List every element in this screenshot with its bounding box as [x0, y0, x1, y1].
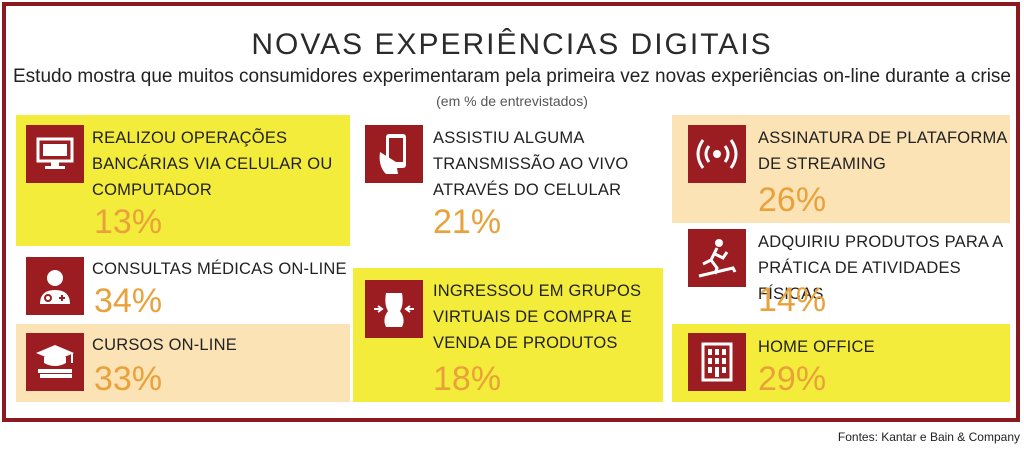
card-percent: 13%: [94, 203, 163, 241]
card-percent: 26%: [758, 181, 827, 219]
card-label: HOME OFFICE: [758, 338, 875, 356]
card-home-office: HOME OFFICE 29%: [672, 324, 1010, 402]
doctor-icon: [26, 257, 84, 315]
card-label: ADQUIRIU PRODUTOS PARA A PRÁTICA DE ATIV…: [758, 233, 1004, 303]
card-banking: REALIZOU OPERAÇÕES BANCÁRIAS VIA CELULAR…: [16, 115, 350, 246]
page-subtitle: Estudo mostra que muitos consumidores ex…: [13, 66, 1011, 87]
body-icon: [365, 280, 423, 338]
card-label: INGRESSOU EM GRUPOS VIRTUAIS DE COMPRA E…: [433, 282, 642, 352]
graduation-icon: [26, 333, 84, 391]
card-label: ASSISTIU ALGUMA TRANSMISSÃO AO VIVO ATRA…: [433, 129, 629, 199]
card-percent: 21%: [433, 203, 502, 241]
card-streaming: ASSINATURA DE PLATAFORMA DE STREAMING 26…: [672, 115, 1010, 223]
card-buying-groups: INGRESSOU EM GRUPOS VIRTUAIS DE COMPRA E…: [353, 268, 663, 402]
card-label: ASSINATURA DE PLATAFORMA DE STREAMING: [758, 129, 1008, 173]
building-icon: [688, 333, 746, 391]
card-percent: 14%: [758, 281, 827, 319]
card-fitness: ADQUIRIU PRODUTOS PARA A PRÁTICA DE ATIV…: [672, 225, 1010, 320]
card-percent: 18%: [433, 360, 502, 398]
card-label: CURSOS ON-LINE: [92, 336, 237, 354]
source-credit: Fontes: Kantar e Bain & Company: [837, 430, 1020, 444]
page-title: NOVAS EXPERIÊNCIAS DIGITAIS: [251, 28, 773, 61]
card-label: CONSULTAS MÉDICAS ON-LINE: [92, 260, 347, 278]
infographic-frame: [2, 2, 1020, 422]
unit-note: (em % de entrevistados): [436, 93, 588, 109]
broadcast-icon: [688, 125, 746, 183]
smartphone-icon: [365, 125, 423, 183]
monitor-icon: [26, 125, 84, 183]
card-label: REALIZOU OPERAÇÕES BANCÁRIAS VIA CELULAR…: [92, 129, 333, 199]
card-live-transmission: ASSISTIU ALGUMA TRANSMISSÃO AO VIVO ATRA…: [353, 115, 663, 255]
card-percent: 29%: [758, 360, 827, 398]
card-percent: 34%: [94, 282, 163, 320]
card-courses: CURSOS ON-LINE 33%: [16, 324, 350, 402]
card-percent: 33%: [94, 360, 163, 398]
card-medical: CONSULTAS MÉDICAS ON-LINE 34%: [16, 250, 350, 322]
treadmill-icon: [688, 229, 746, 287]
